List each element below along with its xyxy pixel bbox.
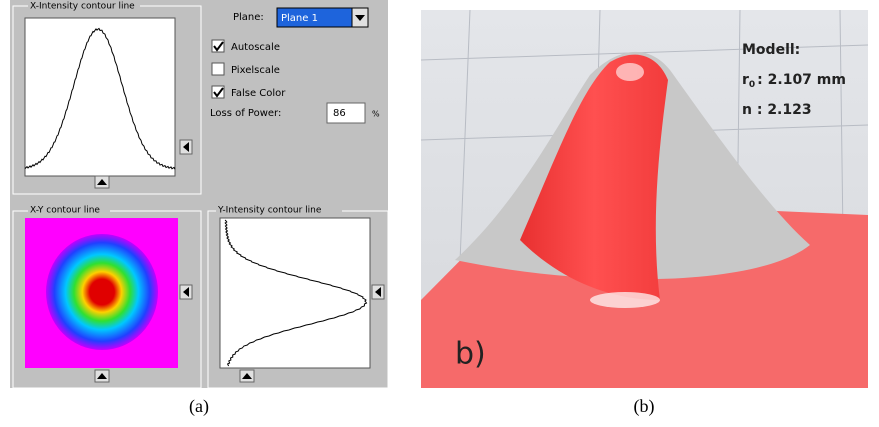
panel-b: Modell: r0: 2.107 mm n : 2.123 b) xyxy=(421,10,868,388)
option-label: Autoscale xyxy=(231,42,280,53)
contour xyxy=(46,234,158,350)
plane-label: Plane: xyxy=(233,12,264,23)
n-label: n : 2.123 xyxy=(742,102,812,118)
highlight xyxy=(590,292,660,308)
model-label: Modell: xyxy=(742,42,800,58)
group-title: Y-Intensity contour line xyxy=(217,206,322,216)
y-plot xyxy=(220,218,370,368)
group-title: X-Y contour line xyxy=(30,206,100,216)
option-label: Pixelscale xyxy=(231,65,280,76)
radius-subscript: 0 xyxy=(749,80,755,90)
loss-label: Loss of Power: xyxy=(210,108,281,119)
panel-a: X-Intensity contour line Plane: Plane 1 … xyxy=(10,0,388,388)
caption: (b) xyxy=(634,396,655,417)
figure: X-Intensity contour line Plane: Plane 1 … xyxy=(0,0,879,423)
panel-tag: b) xyxy=(455,337,486,372)
caption: (a) xyxy=(189,396,209,417)
highlight xyxy=(616,63,644,81)
group-title: X-Intensity contour line xyxy=(30,2,135,12)
radius-value: : 2.107 mm xyxy=(757,72,846,88)
option-label: False Color xyxy=(231,88,286,99)
radius-label: r0: 2.107 mm xyxy=(742,72,846,90)
loss-value: 86 xyxy=(333,108,346,119)
plane-value: Plane 1 xyxy=(281,13,318,24)
checkbox[interactable] xyxy=(212,63,224,75)
loss-unit: % xyxy=(372,110,380,119)
